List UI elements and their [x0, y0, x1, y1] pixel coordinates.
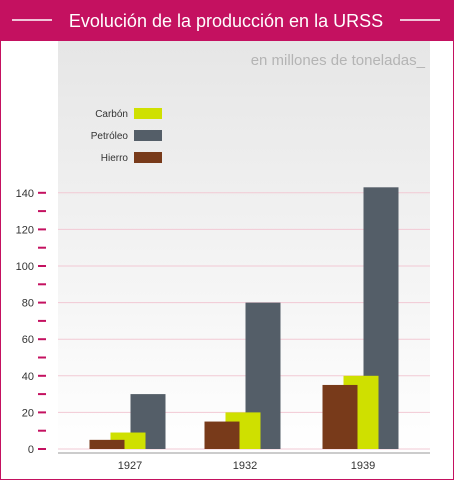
- y-tick-label: 80: [22, 298, 34, 310]
- bar-hierro: [89, 439, 125, 449]
- y-tick-label: 40: [22, 371, 34, 383]
- y-tick-label: 20: [22, 407, 34, 419]
- chart-title: Evolución de la producción en la URSS: [69, 11, 383, 31]
- legend-swatch: [134, 108, 162, 119]
- legend: Carbón Petróleo Hierro: [91, 108, 162, 164]
- x-tick-label: 1932: [233, 460, 257, 472]
- bar-hierro: [322, 384, 358, 449]
- y-axis-labels: 0 20 40 60 80 100 120 140: [16, 188, 34, 456]
- y-tick-label: 0: [28, 444, 34, 456]
- x-tick-label: 1927: [118, 460, 142, 472]
- legend-swatch: [134, 130, 162, 141]
- legend-label: Carbón: [95, 109, 128, 120]
- legend-label: Petróleo: [91, 131, 129, 142]
- x-tick-label: 1939: [351, 460, 375, 472]
- chart-subtitle: en millones de toneladas_: [251, 52, 426, 69]
- y-tick-label: 100: [16, 261, 34, 273]
- y-tick-label: 120: [16, 224, 34, 236]
- minor-tick-marks: [38, 210, 46, 432]
- x-axis-labels: 1927 1932 1939: [118, 460, 375, 472]
- bar-hierro: [204, 421, 240, 449]
- legend-label: Hierro: [101, 153, 129, 164]
- y-tick-label: 140: [16, 188, 34, 200]
- title-bar: [1, 1, 453, 41]
- y-tick-label: 60: [22, 334, 34, 346]
- bars: [89, 187, 399, 449]
- legend-swatch: [134, 152, 162, 163]
